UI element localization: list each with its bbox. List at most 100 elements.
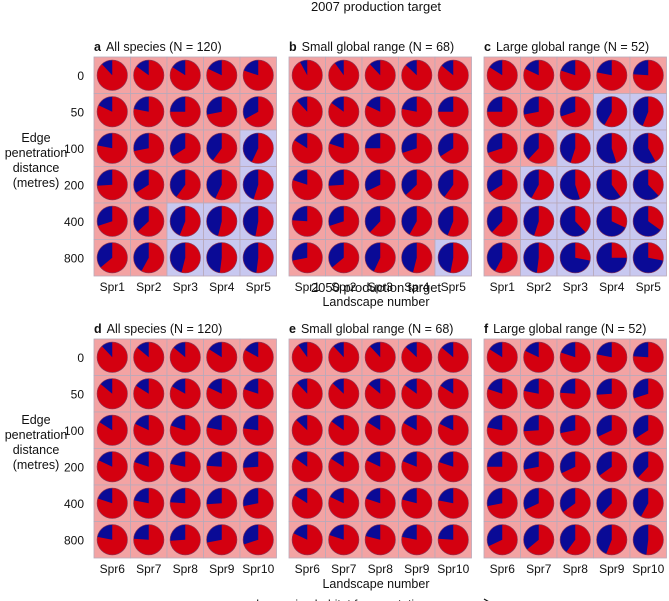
pie-outline <box>96 487 128 519</box>
x-tick-label: Spr1 <box>295 280 321 294</box>
pie-outline <box>632 341 664 373</box>
pie-outline <box>401 524 433 556</box>
x-tick-label: Spr9 <box>404 562 430 576</box>
pie-outline <box>291 487 323 519</box>
pie-outline <box>328 487 360 519</box>
y-tick-label: 400 <box>64 215 84 229</box>
arrow-head-icon <box>483 598 489 601</box>
pie-outline <box>632 414 664 446</box>
panel-title: d All species (N = 120) <box>94 322 222 336</box>
pie-outline <box>523 132 555 164</box>
pie-outline <box>523 59 555 91</box>
pie-outline <box>364 205 396 237</box>
pie-outline <box>364 242 396 274</box>
x-axis-label: Landscape number <box>322 295 429 309</box>
x-tick-label: Spr3 <box>563 280 589 294</box>
y-axis-label: (metres) <box>13 458 60 472</box>
x-tick-label: Spr10 <box>437 562 469 576</box>
pie-slice-blue <box>633 488 649 517</box>
y-tick-label: 400 <box>64 497 84 511</box>
pie-outline <box>596 59 628 91</box>
pie-slice-blue <box>523 133 539 160</box>
pie-slice-blue <box>560 96 576 117</box>
pie-slice-blue <box>296 415 308 431</box>
pie-slice-blue <box>206 415 222 431</box>
pie-slice-blue <box>441 60 454 76</box>
x-tick-label: Spr3 <box>173 280 199 294</box>
y-axis-label: distance <box>13 443 60 457</box>
pie-outline <box>291 132 323 164</box>
y-tick-label: 200 <box>64 178 84 192</box>
pie-outline <box>206 414 238 446</box>
pie-outline <box>401 96 433 128</box>
pie-outline <box>437 169 469 201</box>
pie-slice-blue <box>560 378 576 394</box>
pie-slice-blue <box>487 378 503 394</box>
pie-slice-blue <box>208 378 222 394</box>
pie-slice-blue <box>97 242 113 268</box>
pie-outline <box>133 205 165 237</box>
pie-outline <box>401 132 433 164</box>
pie-outline <box>96 451 128 483</box>
pie-outline <box>328 242 360 274</box>
x-tick-label: Spr6 <box>295 562 321 576</box>
pie-slice-blue <box>298 342 308 358</box>
pie-slice-blue <box>97 524 113 540</box>
pie-slice-blue <box>133 96 149 112</box>
pie-outline <box>206 524 238 556</box>
pie-outline <box>486 59 518 91</box>
pie-slice-blue <box>401 169 417 196</box>
pie-outline <box>169 341 201 373</box>
pie-outline <box>96 414 128 446</box>
pie-slice-blue <box>438 96 454 112</box>
pie-outline <box>401 414 433 446</box>
pie-outline <box>437 132 469 164</box>
pie-slice-blue <box>366 451 381 467</box>
pie-slice-blue <box>243 206 259 237</box>
pie-slice-blue <box>206 133 222 161</box>
pie-outline <box>328 169 360 201</box>
section-title: 2050 production target <box>311 280 441 295</box>
pie-slice-blue <box>170 242 186 273</box>
pie-outline <box>242 378 274 410</box>
pie-slice-blue <box>633 378 649 399</box>
pie-outline <box>364 59 396 91</box>
pie-outline <box>291 205 323 237</box>
pie-outline <box>401 341 433 373</box>
pie-slice-blue <box>329 133 344 149</box>
pie-slice-blue <box>633 451 649 478</box>
panel-title-text: Small global range (N = 68) <box>302 40 455 54</box>
pie-outline <box>242 96 274 128</box>
pie-outline <box>364 451 396 483</box>
pie-slice-blue <box>294 451 308 467</box>
pie-slice-blue <box>243 169 259 200</box>
x-tick-label: Spr4 <box>404 280 430 294</box>
pie-outline <box>206 341 238 373</box>
pie-slice-blue <box>133 169 149 193</box>
pie-slice-blue <box>97 488 113 504</box>
pie-slice-blue <box>243 415 259 431</box>
pie-slice-blue <box>560 133 576 163</box>
pie-outline <box>242 169 274 201</box>
pie-outline <box>486 487 518 519</box>
pie-slice-blue <box>331 96 344 112</box>
pie-slice-blue <box>439 415 454 431</box>
pie-slice-blue <box>525 60 539 76</box>
pie-outline <box>437 378 469 410</box>
panel-title-text: All species (N = 120) <box>106 40 222 54</box>
pie-slice-blue <box>365 524 381 540</box>
pie-slice-blue <box>487 96 503 112</box>
pie-outline <box>206 451 238 483</box>
pie-slice-blue <box>369 60 381 76</box>
pie-slice-blue <box>334 60 344 76</box>
pie-outline <box>242 341 274 373</box>
panel-letter: e <box>289 322 296 336</box>
pie-outline <box>632 132 664 164</box>
y-tick-label: 800 <box>64 533 84 547</box>
pie-outline <box>242 524 274 556</box>
pie-outline <box>596 451 628 483</box>
pie-slice-blue <box>333 342 344 358</box>
pie-slice-blue <box>293 524 308 540</box>
pie-slice-blue <box>525 342 539 358</box>
pie-outline <box>559 487 591 519</box>
